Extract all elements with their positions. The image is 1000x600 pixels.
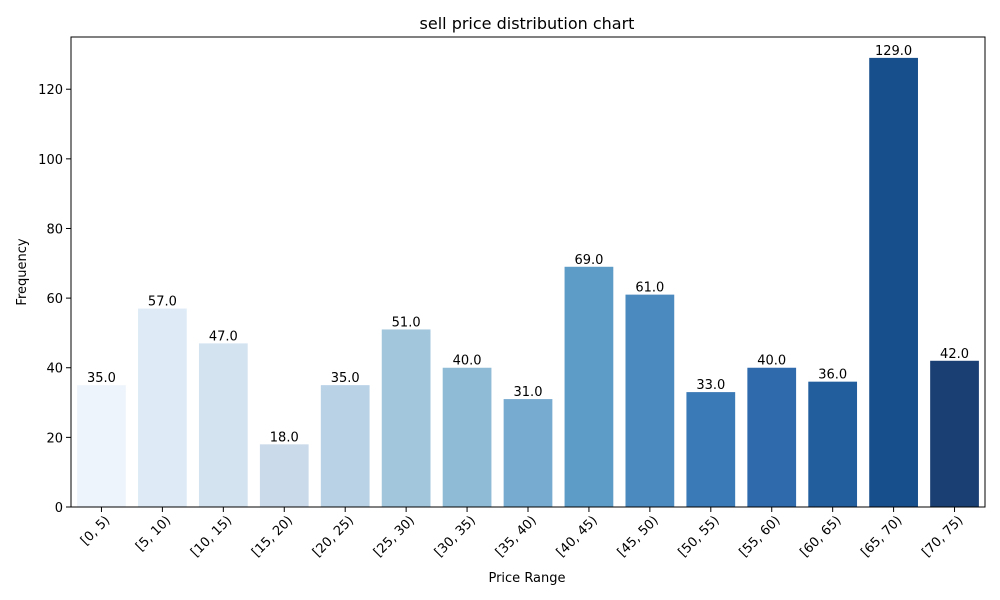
x-tick-label-1: [5, 10) xyxy=(133,513,174,554)
x-tick-label-6: [30, 35) xyxy=(432,513,479,560)
bar-value-label-11: 40.0 xyxy=(757,354,786,369)
x-tick-label-10: [50, 55) xyxy=(676,513,723,560)
x-tick-label-2: [10, 15) xyxy=(188,513,235,560)
bar-4 xyxy=(320,385,370,507)
y-tick-label-5: 100 xyxy=(38,153,63,168)
bar-value-label-9: 61.0 xyxy=(635,281,664,296)
bar-value-label-14: 42.0 xyxy=(940,347,969,362)
bar-10 xyxy=(686,392,736,507)
bar-value-label-6: 40.0 xyxy=(453,354,482,369)
x-tick-label-12: [60, 65) xyxy=(797,513,844,560)
bar-12 xyxy=(808,381,858,507)
y-tick-label-3: 60 xyxy=(46,292,63,307)
bar-3 xyxy=(259,444,309,507)
bar-value-label-2: 47.0 xyxy=(209,329,238,344)
x-tick-label-0: [0, 5) xyxy=(78,513,113,548)
bar-value-label-5: 51.0 xyxy=(392,315,421,330)
watermark-logo-icon xyxy=(268,236,344,351)
plot-frame xyxy=(70,36,986,508)
x-axis-title: Price Range xyxy=(488,571,565,586)
x-tick-label-11: [55, 60) xyxy=(737,513,784,560)
y-axis-title: Frequency xyxy=(15,238,30,305)
y-tick-label-6: 120 xyxy=(38,83,63,98)
x-tick-label-8: [40, 45) xyxy=(554,513,601,560)
bar-value-label-7: 31.0 xyxy=(514,385,543,400)
bar-11 xyxy=(747,367,797,507)
bar-2 xyxy=(198,343,248,507)
bar-value-label-12: 36.0 xyxy=(818,368,847,383)
bar-9 xyxy=(625,294,675,507)
x-tick-label-4: [20, 25) xyxy=(310,513,357,560)
bar-value-label-1: 57.0 xyxy=(148,295,177,310)
y-tick-label-4: 80 xyxy=(46,222,63,237)
bar-14 xyxy=(930,360,979,507)
x-tick-label-9: [45, 50) xyxy=(615,513,662,560)
bar-value-label-0: 35.0 xyxy=(87,371,116,386)
bar-13 xyxy=(869,57,918,508)
chart-title: sell price distribution chart xyxy=(420,14,635,33)
bar-7 xyxy=(503,399,553,507)
bar-value-label-8: 69.0 xyxy=(574,253,603,268)
bar-value-label-3: 18.0 xyxy=(270,430,299,445)
bars-group xyxy=(77,57,979,508)
y-tick-label-0: 0 xyxy=(55,501,63,516)
x-axis: [0, 5) [5, 10) [10, 15) [15, 20) [20, 25) [25… xyxy=(78,507,966,560)
bar-value-label-4: 35.0 xyxy=(331,371,360,386)
x-tick-label-3: [15, 20) xyxy=(249,513,296,560)
bar-value-label-10: 33.0 xyxy=(696,378,725,393)
bar-0 xyxy=(77,385,126,507)
y-tick-label-1: 20 xyxy=(46,431,63,446)
bar-5 xyxy=(381,329,431,507)
x-tick-label-13: [65, 70) xyxy=(858,513,905,560)
x-tick-label-14: [70, 75) xyxy=(919,513,966,560)
y-tick-label-2: 40 xyxy=(46,362,63,377)
bar-1 xyxy=(138,308,187,507)
bar-value-label-13: 129.0 xyxy=(875,44,912,59)
y-axis: 0 20 40 60 80 100 120 xyxy=(38,83,71,516)
bar-labels-group: 35.0 57.0 47.0 18.0 35.0 51.0 40.0 31.0 69.0 61.0… xyxy=(87,44,969,445)
x-tick-label-5: [25, 30) xyxy=(371,513,418,560)
x-tick-label-7: [35, 40) xyxy=(493,513,540,560)
bar-6 xyxy=(442,367,492,507)
bar-8 xyxy=(564,266,614,507)
